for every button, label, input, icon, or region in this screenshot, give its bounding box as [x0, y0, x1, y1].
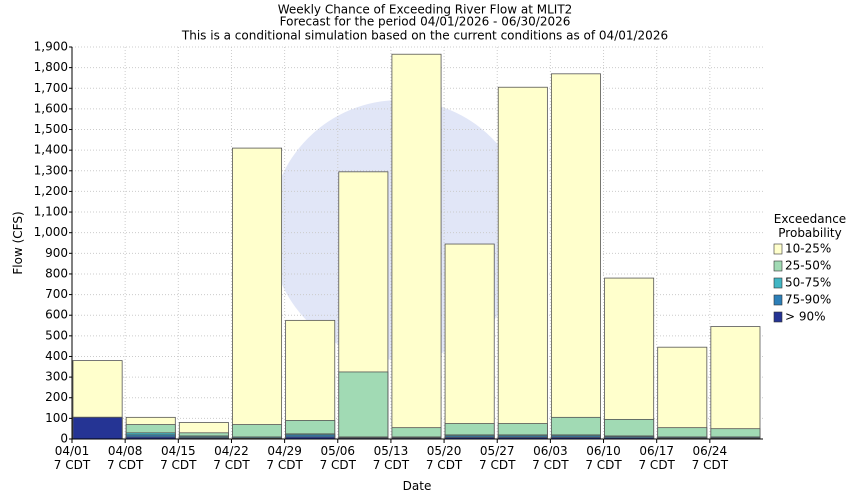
- x-tick-label: 7 CDT: [213, 458, 250, 472]
- y-tick-label: 400: [45, 349, 68, 363]
- bar: [285, 319, 336, 440]
- bar: [72, 416, 123, 440]
- x-tick-label: 04/15: [161, 444, 196, 458]
- bar: [604, 277, 655, 440]
- x-tick-label: 7 CDT: [692, 458, 729, 472]
- x-tick-label: 7 CDT: [638, 458, 675, 472]
- x-tick-label: 06/24: [693, 444, 728, 458]
- x-tick-label: 7 CDT: [585, 458, 622, 472]
- legend-label: 50-75%: [785, 276, 831, 290]
- bar: [550, 73, 601, 440]
- x-tick-label: 05/20: [427, 444, 462, 458]
- y-tick-label: 100: [45, 411, 68, 425]
- y-tick-label: 1,000: [34, 225, 68, 239]
- legend-title: Exceedance: [774, 212, 846, 226]
- x-tick-label: 05/27: [480, 444, 515, 458]
- bar: [232, 147, 283, 440]
- legend-label: 10-25%: [785, 242, 831, 256]
- y-tick-label: 1,500: [34, 122, 68, 136]
- chart-subtitle: This is a conditional simulation based o…: [181, 29, 668, 43]
- x-axis-label: Date: [403, 479, 432, 493]
- bar: [391, 53, 442, 440]
- x-tick-label: 7 CDT: [266, 458, 303, 472]
- y-axis-label: Flow (CFS): [11, 211, 25, 274]
- x-tick-label: 7 CDT: [107, 458, 144, 472]
- legend-swatch: [773, 311, 783, 323]
- chart-title: Weekly Chance of Exceeding River Flow at…: [278, 3, 573, 17]
- x-tick-label: 7 CDT: [160, 458, 197, 472]
- legend-swatch: [773, 260, 783, 272]
- y-tick-label: 1,400: [34, 143, 68, 157]
- y-tick-label: 1,800: [34, 60, 68, 74]
- bar: [710, 326, 761, 440]
- x-tick-label: 06/10: [586, 444, 621, 458]
- chart-subtitle: Forecast for the period 04/01/2026 - 06/…: [280, 15, 571, 29]
- y-tick-label: 1,300: [34, 163, 68, 177]
- legend-swatch: [773, 277, 783, 289]
- x-tick-label: 05/13: [374, 444, 409, 458]
- legend-title: Probability: [778, 226, 841, 240]
- x-tick-label: 05/06: [320, 444, 355, 458]
- y-tick-label: 300: [45, 370, 68, 384]
- y-tick-label: 1,100: [34, 205, 68, 219]
- x-tick-label: 7 CDT: [320, 458, 357, 472]
- y-tick-label: 1,200: [34, 184, 68, 198]
- x-tick-label: 06/03: [533, 444, 568, 458]
- y-tick-label: 200: [45, 390, 68, 404]
- x-tick-label: 7 CDT: [54, 458, 91, 472]
- x-tick-label: 7 CDT: [373, 458, 410, 472]
- y-tick-label: 1,600: [34, 101, 68, 115]
- y-tick-label: 800: [45, 266, 68, 280]
- y-tick-label: 600: [45, 308, 68, 322]
- legend-label: > 90%: [785, 310, 826, 324]
- x-tick-label: 06/17: [639, 444, 674, 458]
- legend-swatch: [773, 243, 783, 255]
- x-tick-label: 7 CDT: [426, 458, 463, 472]
- y-tick-label: 1,700: [34, 81, 68, 95]
- y-tick-label: 0: [60, 432, 68, 446]
- legend-label: 75-90%: [785, 293, 831, 307]
- y-tick-label: 1,900: [34, 40, 68, 54]
- bar: [657, 346, 708, 440]
- bar: [444, 243, 495, 440]
- x-tick-label: 04/29: [267, 444, 302, 458]
- x-tick-label: 04/01: [55, 444, 90, 458]
- legend-label: 25-50%: [785, 259, 831, 273]
- x-tick-label: 04/08: [108, 444, 143, 458]
- x-tick-label: 7 CDT: [479, 458, 516, 472]
- bar: [497, 86, 548, 440]
- y-tick-label: 700: [45, 287, 68, 301]
- y-tick-label: 500: [45, 328, 68, 342]
- bar: [338, 371, 389, 440]
- legend-swatch: [773, 294, 783, 306]
- x-tick-label: 7 CDT: [532, 458, 569, 472]
- x-tick-label: 04/22: [214, 444, 249, 458]
- y-tick-label: 900: [45, 246, 68, 260]
